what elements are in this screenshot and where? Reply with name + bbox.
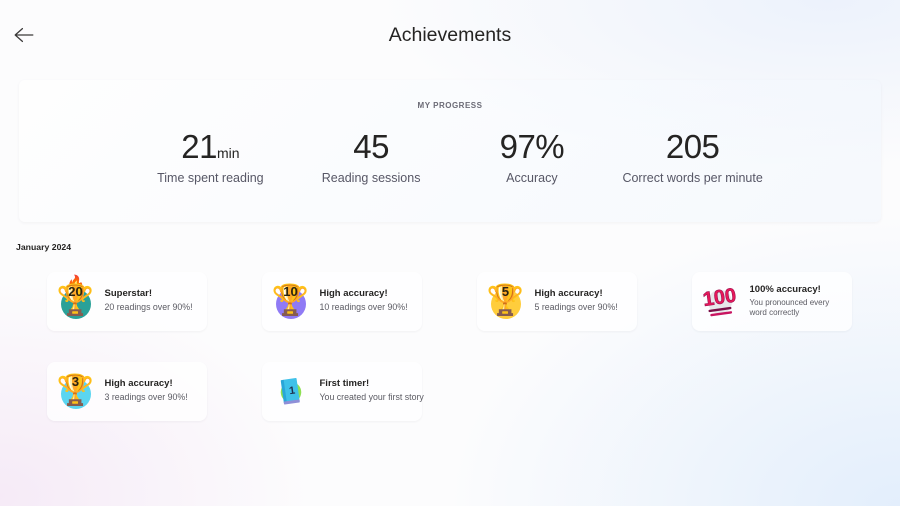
svg-text:100: 100: [701, 285, 737, 311]
